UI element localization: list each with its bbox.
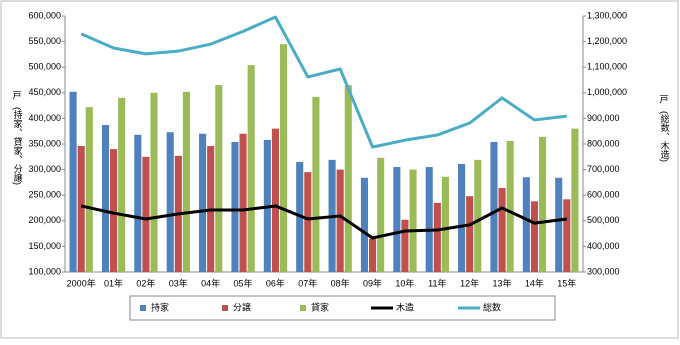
- legend-label: 総数: [483, 301, 501, 312]
- y-axis-label: (持家、貸家、分譲): [13, 107, 23, 185]
- bar: [304, 172, 312, 272]
- bar: [409, 169, 417, 272]
- bar: [85, 107, 93, 272]
- bar: [101, 125, 110, 272]
- y2-tick-label: 900,000: [587, 113, 620, 123]
- y2-tick-label: 600,000: [587, 190, 620, 200]
- bar: [458, 163, 466, 272]
- bar: [336, 169, 344, 272]
- line-series: [80, 15, 567, 149]
- x-tick-label: 04年: [201, 277, 220, 288]
- bar: [360, 177, 369, 272]
- x-tick-label: 01年: [104, 277, 123, 288]
- bar: [166, 132, 174, 272]
- line-series: [80, 204, 568, 240]
- x-tick-label: 05年: [234, 277, 253, 288]
- bar: [555, 177, 563, 272]
- bar: [538, 136, 547, 272]
- bar: [425, 167, 433, 272]
- bar: [571, 128, 579, 272]
- x-tick-label: 2000年: [67, 277, 96, 288]
- y2-tick-label: 700,000: [587, 164, 620, 174]
- bar: [239, 133, 247, 272]
- bar: [474, 159, 482, 272]
- bar: [231, 141, 239, 272]
- x-tick-label: 07年: [298, 277, 317, 288]
- bar: [522, 177, 530, 272]
- x-tick-label: 06年: [266, 277, 285, 288]
- bar: [369, 238, 377, 272]
- y2-tick-label: 1,000,000: [587, 87, 627, 97]
- bar: [199, 133, 207, 272]
- bar: [77, 146, 85, 272]
- bar: [498, 188, 506, 272]
- y-tick-label: 300,000: [28, 164, 61, 174]
- legend-label: 分譲: [233, 301, 251, 312]
- y-tick-label: 350,000: [28, 138, 61, 148]
- bar: [69, 91, 77, 272]
- y2-tick-label: 1,100,000: [587, 62, 627, 72]
- bar: [215, 85, 223, 273]
- y-tick-label: 250,000: [28, 190, 61, 200]
- bar: [441, 176, 449, 272]
- y2-unit: 戸: [659, 94, 668, 104]
- legend-box: [129, 295, 556, 321]
- bar: [393, 167, 401, 272]
- y-tick-label: 500,000: [28, 62, 61, 72]
- x-tick-label: 08年: [331, 277, 350, 288]
- bar: [134, 134, 142, 272]
- x-tick-label: 03年: [169, 277, 188, 288]
- legend-label: 木造: [396, 301, 414, 312]
- bar: [563, 199, 571, 272]
- bar: [490, 141, 498, 272]
- legend-label: 持家: [151, 301, 169, 312]
- x-tick-label: 02年: [136, 277, 155, 288]
- bar: [506, 140, 514, 272]
- y-tick-label: 400,000: [28, 113, 61, 123]
- bar: [279, 44, 288, 272]
- legend-label: 貸家: [311, 301, 329, 312]
- x-tick-label: 12年: [460, 277, 479, 288]
- legend-swatch: [300, 305, 306, 311]
- bar: [344, 85, 352, 273]
- bar: [271, 128, 279, 272]
- y2-tick-label: 300,000: [587, 266, 620, 276]
- y2-tick-label: 1,300,000: [587, 10, 627, 20]
- bar: [110, 149, 118, 272]
- x-tick-label: 09年: [363, 277, 382, 288]
- y2-tick-label: 500,000: [587, 215, 620, 225]
- bar: [118, 97, 126, 272]
- y2-tick-label: 400,000: [587, 241, 620, 251]
- bar: [182, 91, 190, 272]
- y2-tick-label: 800,000: [587, 138, 620, 148]
- bar: [433, 202, 441, 272]
- x-tick-label: 11年: [428, 277, 446, 288]
- x-tick-label: 15年: [557, 277, 576, 288]
- bar: [530, 201, 538, 272]
- bar: [401, 219, 409, 272]
- y-tick-label: 200,000: [28, 215, 61, 225]
- bar: [466, 196, 474, 272]
- y2-axis-label: (総数、木造): [660, 111, 670, 162]
- y-tick-label: 450,000: [28, 87, 61, 97]
- y-tick-label: 100,000: [28, 266, 61, 276]
- bar: [150, 92, 158, 272]
- y-tick-label: 600,000: [28, 10, 61, 20]
- y-tick-label: 150,000: [28, 241, 61, 251]
- bar: [142, 156, 150, 272]
- bar: [247, 65, 255, 272]
- bar: [377, 157, 385, 272]
- legend-swatch: [140, 305, 146, 311]
- y-unit: 戸: [12, 90, 21, 100]
- bar: [312, 96, 320, 272]
- legend-swatch: [222, 305, 228, 311]
- x-tick-label: 13年: [493, 277, 512, 288]
- x-tick-label: 14年: [525, 277, 544, 288]
- x-tick-label: 10年: [395, 277, 414, 288]
- y2-tick-label: 1,200,000: [587, 36, 627, 46]
- y-tick-label: 550,000: [28, 36, 61, 46]
